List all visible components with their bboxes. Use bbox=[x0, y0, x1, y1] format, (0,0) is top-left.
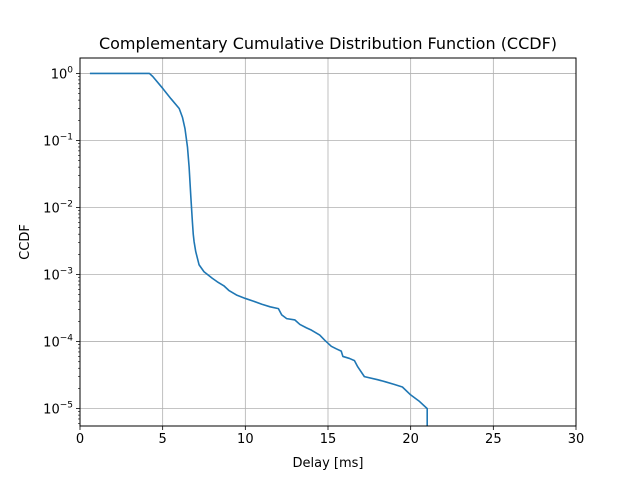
grid-lines bbox=[79, 58, 577, 426]
x-tick-label: 30 bbox=[568, 432, 585, 447]
y-axis-ticks: 100 10−1 10−2 10−3 10−4 10−5 bbox=[43, 65, 80, 424]
y-tick-label: 10−4 bbox=[43, 334, 73, 351]
x-tick-label: 10 bbox=[237, 432, 254, 447]
y-tick-label: 10−1 bbox=[43, 132, 73, 149]
y-tick-label: 10−5 bbox=[43, 401, 73, 418]
chart-title: Complementary Cumulative Distribution Fu… bbox=[99, 34, 557, 53]
y-tick-label: 10−3 bbox=[43, 267, 73, 284]
x-axis-label: Delay [ms] bbox=[293, 456, 364, 471]
ccdf-series-line bbox=[89, 72, 429, 426]
x-tick-label: 0 bbox=[76, 432, 84, 447]
y-tick-label: 100 bbox=[51, 65, 74, 82]
x-axis-ticks: 0 5 10 15 20 25 30 bbox=[76, 426, 584, 447]
x-tick-label: 20 bbox=[402, 432, 419, 447]
y-axis-label: CCDF bbox=[18, 224, 33, 260]
y-tick-label: 10−2 bbox=[43, 200, 73, 217]
x-tick-label: 15 bbox=[320, 432, 337, 447]
x-tick-label: 25 bbox=[485, 432, 502, 447]
x-tick-label: 5 bbox=[159, 432, 167, 447]
plot-series bbox=[89, 72, 429, 426]
